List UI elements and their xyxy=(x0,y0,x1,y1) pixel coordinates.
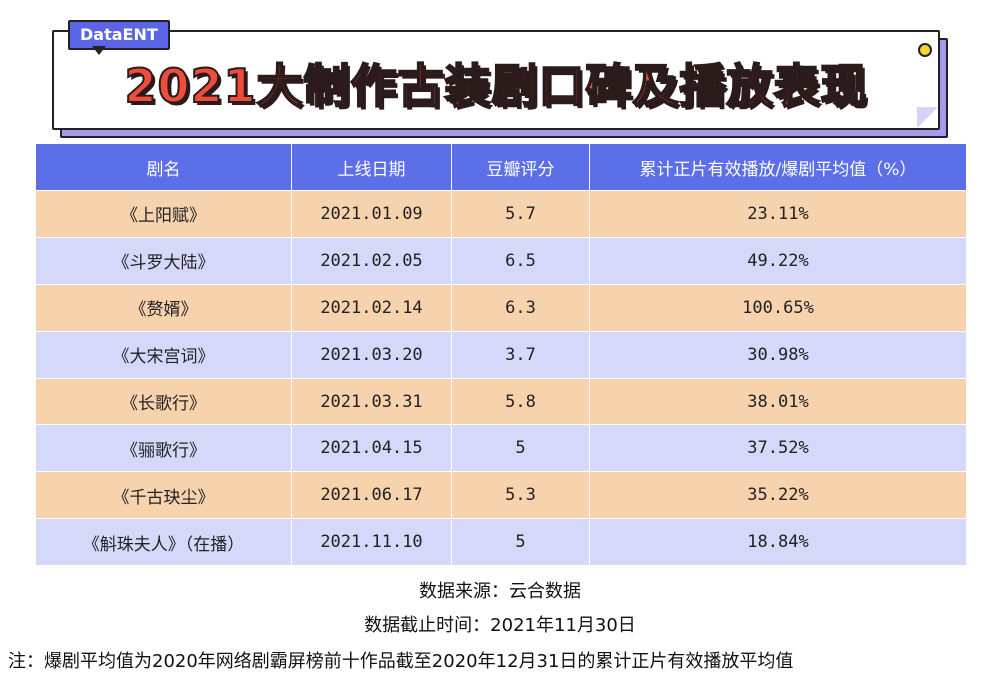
data-source-note: 数据来源：云合数据 xyxy=(419,581,581,602)
table-row: 《上阳赋》 2021.01.09 5.7 23.11% xyxy=(35,190,967,238)
cell-name: 《上阳赋》 xyxy=(35,190,292,238)
table-row: 《斗罗大陆》 2021.02.05 6.5 49.22% xyxy=(35,236,967,285)
column-header-score: 豆瓣评分 xyxy=(451,143,590,191)
cell-score: 6.3 xyxy=(451,283,590,332)
cell-score: 3.7 xyxy=(451,330,590,379)
brand-badge-tail xyxy=(92,46,106,55)
cell-name: 《斛珠夫人》（在播） xyxy=(35,518,292,567)
yellow-dot-icon xyxy=(918,43,932,57)
cell-date: 2021.03.20 xyxy=(291,330,452,379)
cell-ratio: 37.52% xyxy=(589,424,967,473)
table-row: 《赘婿》 2021.02.14 6.3 100.65% xyxy=(35,283,967,332)
cell-name: 《骊歌行》 xyxy=(35,424,292,473)
cell-date: 2021.03.31 xyxy=(291,377,452,426)
cell-date: 2021.02.14 xyxy=(291,283,452,332)
title-card xyxy=(52,30,940,130)
column-header-ratio: 累计正片有效播放/爆剧平均值（%） xyxy=(589,143,967,191)
cell-name: 《斗罗大陆》 xyxy=(35,236,292,285)
cell-score: 5 xyxy=(451,518,590,567)
table-row: 《斛珠夫人》（在播） 2021.11.10 5 18.84% xyxy=(35,518,967,567)
table-row: 《长歌行》 2021.03.31 5.8 38.01% xyxy=(35,377,967,426)
column-header-date: 上线日期 xyxy=(291,143,452,191)
column-header-name: 剧名 xyxy=(35,143,292,191)
cell-name: 《长歌行》 xyxy=(35,377,292,426)
page-title: 2021大制作古装剧口碑及播放表现 xyxy=(123,58,868,114)
table-row: 《骊歌行》 2021.04.15 5 37.52% xyxy=(35,424,967,473)
brand-badge: DataENT xyxy=(68,20,170,50)
cell-score: 6.5 xyxy=(451,236,590,285)
cell-ratio: 23.11% xyxy=(589,190,967,238)
cell-name: 《大宋宫词》 xyxy=(35,330,292,379)
data-table: 剧名 上线日期 豆瓣评分 累计正片有效播放/爆剧平均值（%） 《上阳赋》 2021… xyxy=(35,143,967,567)
table-header-row: 剧名 上线日期 豆瓣评分 累计正片有效播放/爆剧平均值（%） xyxy=(35,143,967,191)
cell-ratio: 35.22% xyxy=(589,471,967,520)
table-row: 《大宋宫词》 2021.03.20 3.7 30.98% xyxy=(35,330,967,379)
card-fold-corner xyxy=(917,107,938,128)
cell-date: 2021.04.15 xyxy=(291,424,452,473)
cell-ratio: 18.84% xyxy=(589,518,967,567)
cell-ratio: 49.22% xyxy=(589,236,967,285)
cell-ratio: 30.98% xyxy=(589,330,967,379)
footnote: 注：爆剧平均值为2020年网络剧霸屏榜前十作品截至2020年12月31日的累计正… xyxy=(8,651,794,672)
cell-date: 2021.02.05 xyxy=(291,236,452,285)
cell-ratio: 100.65% xyxy=(589,283,967,332)
cell-score: 5.8 xyxy=(451,377,590,426)
cell-ratio: 38.01% xyxy=(589,377,967,426)
cell-name: 《千古玦尘》 xyxy=(35,471,292,520)
cell-name: 《赘婿》 xyxy=(35,283,292,332)
data-cutoff-note: 数据截止时间：2021年11月30日 xyxy=(364,615,636,636)
cell-score: 5.7 xyxy=(451,190,590,238)
cell-date: 2021.01.09 xyxy=(291,190,452,238)
cell-score: 5 xyxy=(451,424,590,473)
cell-date: 2021.06.17 xyxy=(291,471,452,520)
cell-score: 5.3 xyxy=(451,471,590,520)
table-row: 《千古玦尘》 2021.06.17 5.3 35.22% xyxy=(35,471,967,520)
cell-date: 2021.11.10 xyxy=(291,518,452,567)
